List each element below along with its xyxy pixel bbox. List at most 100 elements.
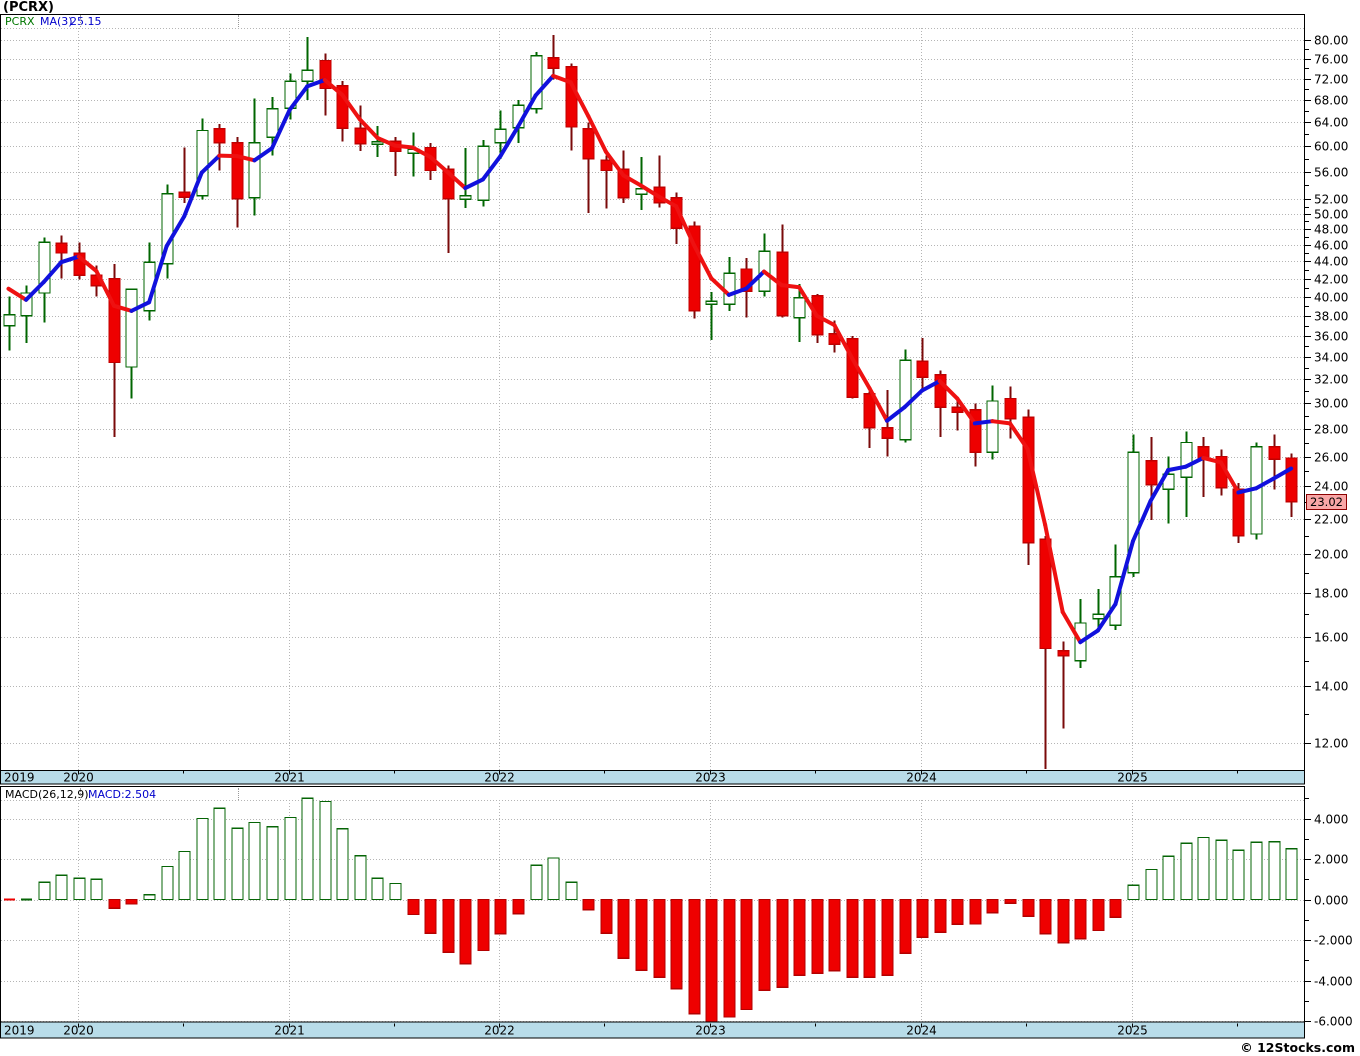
page-title: (PCRX) xyxy=(3,0,54,15)
macd-bar-11 xyxy=(196,817,209,901)
macd-bar-38 xyxy=(670,898,683,990)
price-axis-label: 36.00 xyxy=(1314,330,1348,344)
candle-23 xyxy=(407,132,420,177)
candle-40 xyxy=(705,292,718,340)
price-axis-label: 50.00 xyxy=(1314,208,1348,222)
candle-38 xyxy=(670,192,683,245)
candle-58 xyxy=(1022,409,1035,566)
year-label: 2024 xyxy=(906,1024,937,1038)
macd-bar-62 xyxy=(1092,898,1105,932)
price-axis-label: 40.00 xyxy=(1314,291,1348,305)
candle-14 xyxy=(248,98,261,216)
candle-64 xyxy=(1127,434,1140,577)
macd-bar-26 xyxy=(459,898,472,965)
candle-65 xyxy=(1145,437,1158,521)
candle-68 xyxy=(1197,437,1210,498)
price-axis-label: 68.00 xyxy=(1314,94,1348,108)
candle-34 xyxy=(600,155,613,209)
macd-bar-70 xyxy=(1232,849,1245,901)
macd-bar-66 xyxy=(1162,855,1175,901)
candle-45 xyxy=(793,283,806,343)
candle-30 xyxy=(530,51,543,114)
price-axis-label: 28.00 xyxy=(1314,423,1348,437)
macd-bar-23 xyxy=(407,898,420,916)
year-label: 2025 xyxy=(1117,771,1148,785)
price-axis-label: 48.00 xyxy=(1314,223,1348,237)
macd-bar-39 xyxy=(688,898,701,1015)
legend-separator xyxy=(238,15,239,27)
candle-51 xyxy=(899,349,912,443)
candle-66 xyxy=(1162,456,1175,524)
candle-18 xyxy=(319,53,332,116)
macd-bar-64 xyxy=(1127,884,1140,901)
macd-bar-13 xyxy=(231,827,244,901)
candle-62 xyxy=(1092,588,1105,628)
macd-bar-24 xyxy=(424,898,437,934)
price-axis-label: 20.00 xyxy=(1314,548,1348,562)
price-axis-label: 16.00 xyxy=(1314,631,1348,645)
macd-axis-label: 4.000 xyxy=(1314,813,1348,827)
candle-13 xyxy=(231,137,244,228)
macd-bar-67 xyxy=(1180,842,1193,901)
candle-31 xyxy=(547,34,560,80)
macd-bar-34 xyxy=(600,898,613,934)
candle-39 xyxy=(688,221,701,319)
macd-bar-29 xyxy=(512,898,525,915)
candle-73 xyxy=(1285,453,1298,517)
macd-bar-36 xyxy=(635,898,648,972)
macd-bar-52 xyxy=(916,898,929,938)
price-axis-label: 72.00 xyxy=(1314,73,1348,87)
candle-21 xyxy=(371,125,384,157)
macd-indicator-label: MACD(26,12,9) xyxy=(5,788,89,801)
price-axis-label: 64.00 xyxy=(1314,116,1348,130)
candle-9 xyxy=(161,184,174,279)
price-axis-label: 38.00 xyxy=(1314,310,1348,324)
macd-bar-21 xyxy=(371,877,384,901)
candle-67 xyxy=(1180,431,1193,517)
candle-1 xyxy=(20,285,33,344)
macd-bar-18 xyxy=(319,800,332,901)
year-label: 2019 xyxy=(4,1024,35,1038)
price-axis-label: 76.00 xyxy=(1314,53,1348,67)
price-axis-label: 12.00 xyxy=(1314,737,1348,751)
macd-bar-27 xyxy=(477,898,490,952)
macd-bar-14 xyxy=(248,821,261,901)
candle-57 xyxy=(1004,386,1017,439)
year-label: 2020 xyxy=(63,1024,94,1038)
year-label: 2021 xyxy=(274,771,305,785)
price-axis-label: 42.00 xyxy=(1314,273,1348,287)
legend-separator xyxy=(80,788,81,800)
legend-separator xyxy=(238,788,239,800)
macd-bar-31 xyxy=(547,857,560,901)
price-axis-label: 80.00 xyxy=(1314,34,1348,48)
macd-bar-69 xyxy=(1215,839,1228,901)
macd-bar-8 xyxy=(143,894,156,901)
macd-bar-65 xyxy=(1145,868,1158,901)
candle-0 xyxy=(3,296,16,351)
year-label: 2025 xyxy=(1117,1024,1148,1038)
candle-17 xyxy=(301,37,314,100)
macd-bar-3 xyxy=(55,874,68,901)
candle-50 xyxy=(881,390,894,457)
candle-3 xyxy=(55,235,68,279)
candle-33 xyxy=(582,122,595,214)
price-axis-label: 34.00 xyxy=(1314,351,1348,365)
price-axis-label: 46.00 xyxy=(1314,239,1348,253)
macd-bar-43 xyxy=(758,898,771,992)
price-axis-label: 18.00 xyxy=(1314,587,1348,601)
macd-bar-12 xyxy=(213,807,226,901)
macd-bar-9 xyxy=(161,865,174,901)
copyright: © 12Stocks.com xyxy=(1240,1040,1355,1055)
macd-bar-50 xyxy=(881,898,894,977)
macd-bar-40 xyxy=(705,898,718,1022)
price-axis-label: 30.00 xyxy=(1314,397,1348,411)
price-axis-label: 60.00 xyxy=(1314,140,1348,154)
macd-bar-17 xyxy=(301,797,314,901)
macd-bar-72 xyxy=(1268,840,1281,901)
macd-bar-56 xyxy=(986,898,999,914)
macd-value: MACD:2.504 xyxy=(88,788,157,801)
candle-32 xyxy=(565,63,578,151)
macd-bar-60 xyxy=(1057,898,1070,944)
